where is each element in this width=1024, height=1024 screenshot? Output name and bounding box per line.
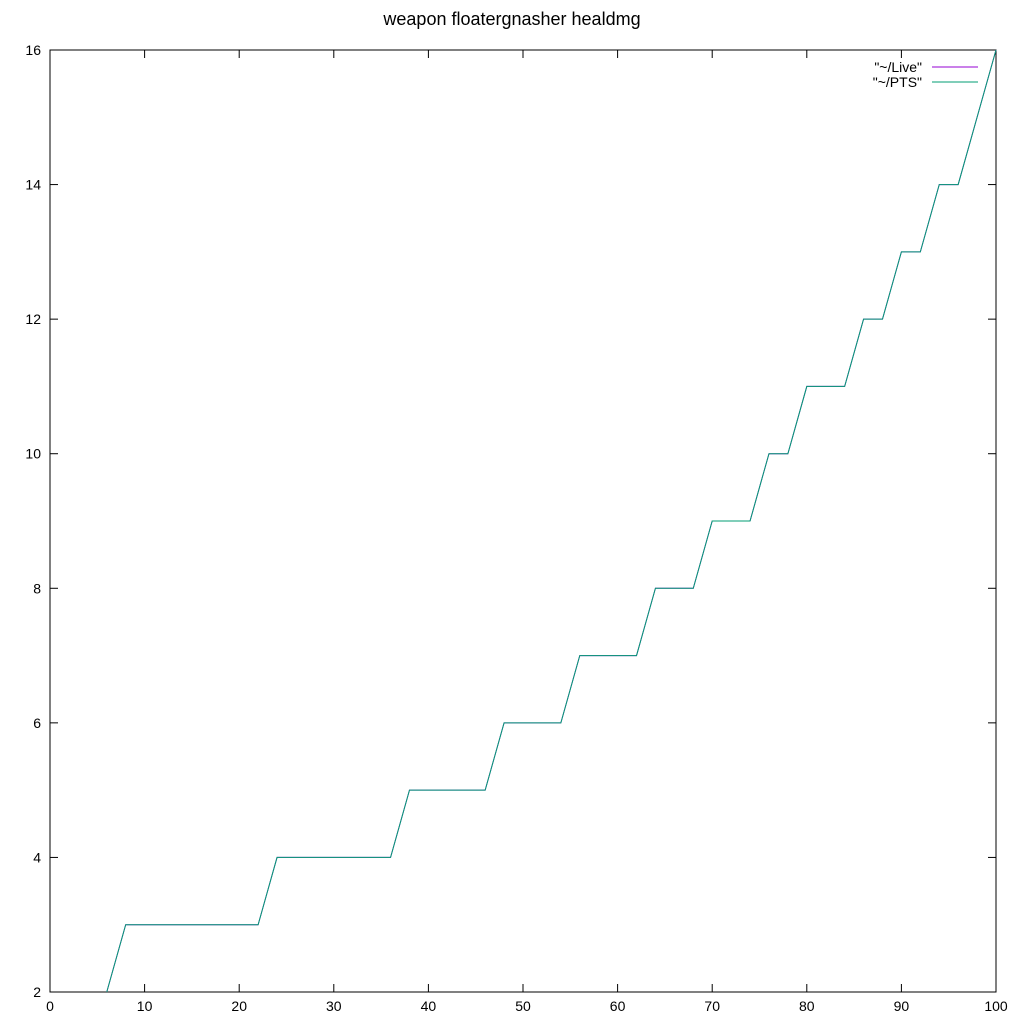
y-tick-label: 14 bbox=[25, 177, 41, 193]
legend-label: "~/Live" bbox=[874, 59, 922, 75]
x-tick-label: 0 bbox=[46, 998, 54, 1014]
plot-frame bbox=[49, 49, 997, 993]
y-tick-label: 6 bbox=[33, 715, 41, 731]
y-tick-label: 8 bbox=[33, 580, 41, 596]
x-tick-label: 80 bbox=[799, 998, 815, 1014]
series-line-pts bbox=[106, 49, 997, 993]
x-tick-label: 60 bbox=[610, 998, 626, 1014]
y-tick-label: 12 bbox=[25, 311, 41, 327]
chart-title: weapon floatergnasher healdmg bbox=[383, 9, 641, 29]
x-tick-label: 70 bbox=[704, 998, 720, 1014]
x-tick-label: 100 bbox=[984, 998, 1008, 1014]
x-tick-label: 10 bbox=[137, 998, 153, 1014]
y-tick-label: 10 bbox=[25, 446, 41, 462]
y-tick-label: 4 bbox=[33, 849, 41, 865]
x-tick-label: 20 bbox=[231, 998, 247, 1014]
y-tick-label: 2 bbox=[33, 984, 41, 1000]
series-line-live bbox=[106, 49, 997, 993]
x-tick-label: 30 bbox=[326, 998, 342, 1014]
x-tick-label: 40 bbox=[421, 998, 437, 1014]
x-tick-label: 90 bbox=[894, 998, 910, 1014]
legend-label: "~/PTS" bbox=[873, 74, 922, 90]
x-tick-label: 50 bbox=[515, 998, 531, 1014]
y-tick-label: 16 bbox=[25, 42, 41, 58]
